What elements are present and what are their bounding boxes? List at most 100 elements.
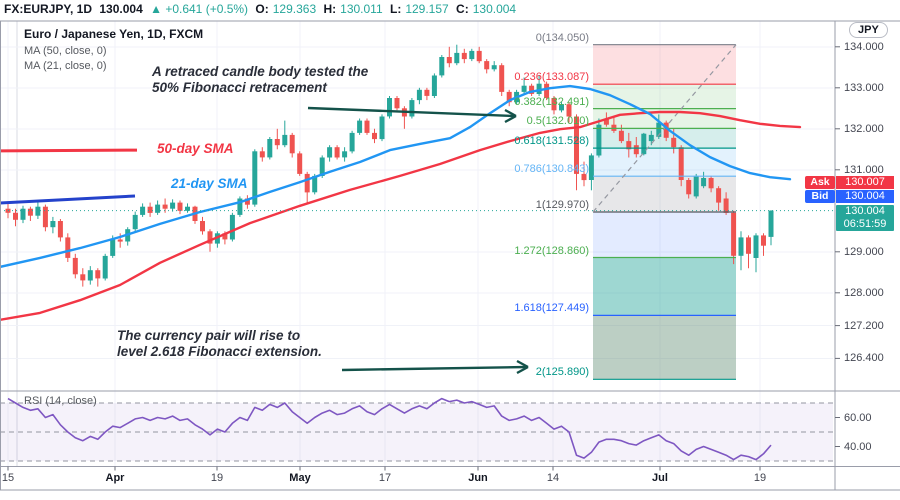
candle[interactable] [297,151,303,176]
candle[interactable] [289,132,295,158]
candle[interactable] [237,196,243,217]
candle[interactable] [132,211,138,232]
candle[interactable] [379,114,385,142]
rsi-line[interactable] [7,397,772,461]
candle[interactable] [65,233,71,262]
candle[interactable] [491,61,497,72]
price-axis-tick[interactable]: 126.400 [844,352,884,364]
candle[interactable] [401,106,407,129]
candle[interactable] [27,206,33,221]
candle[interactable] [738,231,744,271]
ma21-legend[interactable]: MA (21, close, 0) [24,60,107,72]
candle[interactable] [80,268,86,287]
symbol-name[interactable]: FX:EURJPY, 1D [4,2,93,16]
candle[interactable] [102,253,108,281]
candle[interactable] [372,128,377,144]
candle[interactable] [588,153,594,191]
candle[interactable] [686,178,692,199]
candle[interactable] [244,195,250,209]
candle[interactable] [484,59,490,74]
candle[interactable] [35,201,41,219]
candle[interactable] [753,233,759,273]
candle[interactable] [461,48,467,64]
candle[interactable] [551,96,557,115]
candle[interactable] [140,203,146,217]
candle[interactable] [95,268,101,287]
candle[interactable] [529,83,535,96]
candle[interactable] [559,102,564,113]
candle[interactable] [274,128,280,150]
candle[interactable] [506,89,512,107]
time-axis-tick[interactable]: Apr [105,472,125,484]
rsi-legend[interactable]: RSI (14, close) [24,395,97,407]
candle[interactable] [229,212,235,242]
candle[interactable] [304,171,310,203]
candle[interactable] [394,96,400,111]
candle[interactable] [267,137,273,160]
candle[interactable] [147,202,153,217]
candle[interactable] [446,46,452,68]
candle[interactable] [723,192,729,215]
candle[interactable] [701,171,707,189]
candle[interactable] [439,55,445,78]
candle[interactable] [454,44,460,66]
candle[interactable] [768,210,774,246]
candle[interactable] [648,130,654,146]
time-axis-tick[interactable]: Jun [468,472,488,484]
price-axis-tick[interactable]: 133.000 [844,82,884,94]
candle[interactable] [731,210,737,265]
candle[interactable] [746,235,751,269]
time-axis-tick[interactable]: 15 [1,472,15,484]
candle[interactable] [185,203,190,213]
time-axis-tick[interactable]: 19 [753,472,767,484]
candle[interactable] [476,46,482,64]
candle[interactable] [678,145,684,187]
candle[interactable] [536,75,542,97]
candle[interactable] [200,216,205,235]
candle[interactable] [424,87,430,101]
candle[interactable] [387,96,392,119]
candle[interactable] [596,118,602,158]
candle[interactable] [57,219,63,242]
candle[interactable] [364,118,370,135]
candle[interactable] [334,145,340,160]
candle[interactable] [259,147,265,162]
rsi-axis-tick[interactable]: 60.00 [844,412,872,424]
candle[interactable] [521,77,527,94]
ma50-line[interactable] [0,110,802,321]
candle[interactable] [13,208,18,227]
candle[interactable] [342,147,348,162]
candle[interactable] [469,48,475,62]
time-axis-tick[interactable]: 19 [210,472,224,484]
candle[interactable] [349,130,355,154]
candle[interactable] [431,73,437,98]
price-axis-tick[interactable]: 128.000 [844,287,884,299]
candle[interactable] [641,132,647,156]
candle[interactable] [663,120,669,142]
candle[interactable] [155,200,161,215]
candle[interactable] [170,199,176,212]
time-axis-tick[interactable]: 14 [546,472,560,484]
currency-badge[interactable]: JPY [849,22,888,38]
candle[interactable] [72,253,78,279]
price-axis-tick[interactable]: 127.200 [844,320,884,332]
candle[interactable] [214,231,220,248]
candle[interactable] [282,120,288,148]
price-axis-tick[interactable]: 131.000 [844,164,884,176]
candle[interactable] [693,173,699,199]
candle[interactable] [327,145,333,162]
candle[interactable] [499,63,505,96]
candle[interactable] [20,205,26,224]
chart-title[interactable]: Euro / Japanese Yen, 1D, FXCM [24,27,204,41]
ma21-line[interactable] [0,84,792,269]
candle[interactable] [87,266,93,285]
candle[interactable] [581,161,587,187]
time-axis-tick[interactable]: May [289,472,311,484]
candle[interactable] [626,132,632,158]
candle[interactable] [50,216,56,234]
candle[interactable] [42,204,48,232]
price-axis-tick[interactable]: 132.000 [844,123,884,135]
candle[interactable] [761,233,766,256]
candle[interactable] [177,200,183,215]
